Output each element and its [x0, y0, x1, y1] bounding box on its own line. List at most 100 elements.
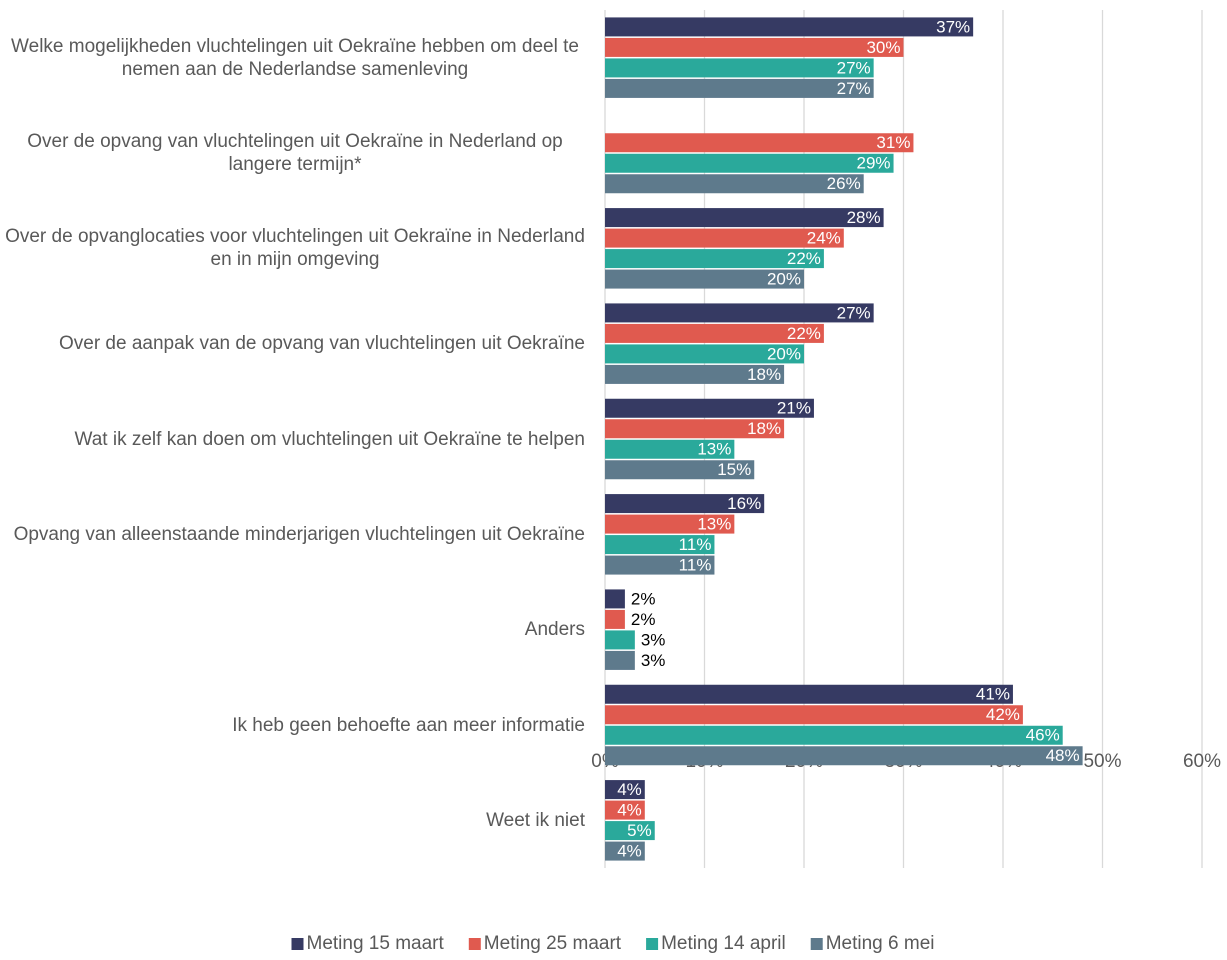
- data-label: 3%: [641, 630, 666, 649]
- bar: [605, 17, 974, 37]
- bar: [605, 303, 874, 323]
- data-label: 22%: [787, 324, 821, 343]
- legend-label: Meting 14 april: [661, 933, 786, 954]
- data-label: 31%: [876, 133, 910, 152]
- data-label: 48%: [1046, 746, 1080, 765]
- data-label: 37%: [936, 17, 970, 36]
- bar: [605, 800, 645, 820]
- x-tick-label: 60%: [1183, 751, 1221, 772]
- legend-swatch: [646, 938, 659, 950]
- bar: [605, 746, 1083, 766]
- category-text: Anders: [524, 619, 585, 641]
- category-text: Opvang van alleenstaande minderjarigen v…: [13, 523, 585, 545]
- bar: [605, 153, 894, 173]
- category-label: Welke mogelijkheden vluchtelingen uit Oe…: [0, 18, 585, 98]
- bar: [605, 460, 755, 480]
- data-label: 41%: [976, 685, 1010, 704]
- data-label: 46%: [1026, 726, 1060, 745]
- data-label: 27%: [837, 303, 871, 322]
- bar: [605, 630, 635, 650]
- bar: [605, 323, 824, 343]
- data-label: 21%: [777, 399, 811, 418]
- category-label: Over de opvanglocaties voor vluchtelinge…: [0, 208, 585, 288]
- category-text: Ik heb geen behoefte aan meer informatie: [232, 714, 585, 736]
- bar: [605, 535, 715, 555]
- data-label: 20%: [767, 270, 801, 289]
- data-label: 18%: [747, 419, 781, 438]
- legend-label: Meting 25 maart: [484, 933, 622, 954]
- bar: [605, 344, 804, 364]
- bar: [605, 821, 655, 841]
- x-tick-label: 50%: [1083, 751, 1121, 772]
- bar: [605, 494, 765, 514]
- legend-label: Meting 15 maart: [307, 933, 445, 954]
- bar: [605, 208, 884, 228]
- bar: [605, 609, 625, 629]
- data-label: 13%: [697, 440, 731, 459]
- data-label: 28%: [847, 208, 881, 227]
- bar: [605, 419, 785, 439]
- category-text: Over de aanpak van de opvang van vluchte…: [58, 333, 585, 355]
- data-label: 4%: [617, 842, 642, 861]
- bar: [605, 249, 824, 269]
- bar: [605, 650, 635, 670]
- category-text: Wat ik zelf kan doen om vluchtelingen ui…: [74, 428, 585, 450]
- data-label: 2%: [631, 610, 656, 629]
- data-label: 20%: [767, 344, 801, 363]
- bar: [605, 514, 735, 534]
- category-text: Over de opvang van vluchtelingen uit Oek…: [27, 131, 563, 175]
- data-label: 26%: [827, 174, 861, 193]
- bar: [605, 684, 1013, 704]
- category-label: Anders: [0, 590, 585, 670]
- bar: [605, 841, 645, 861]
- category-label: Over de aanpak van de opvang van vluchte…: [0, 304, 585, 384]
- data-label: 2%: [631, 589, 656, 608]
- bar: [605, 174, 864, 194]
- data-label: 27%: [837, 58, 871, 77]
- data-label: 3%: [641, 651, 666, 670]
- data-label: 29%: [857, 154, 891, 173]
- legend-label: Meting 6 mei: [826, 933, 935, 954]
- bar: [605, 133, 914, 153]
- data-label: 13%: [697, 515, 731, 534]
- data-label: 18%: [747, 365, 781, 384]
- bar: [605, 705, 1023, 725]
- bar: [605, 439, 735, 459]
- legend-swatch: [468, 938, 481, 950]
- category-label: Weet ik niet: [0, 780, 585, 860]
- data-label: 42%: [986, 705, 1020, 724]
- legend-swatch: [810, 938, 823, 950]
- bar: [605, 228, 844, 248]
- data-label: 30%: [866, 38, 900, 57]
- bar: [605, 78, 874, 98]
- bar: [605, 780, 645, 800]
- data-label: 4%: [617, 780, 642, 799]
- category-label: Wat ik zelf kan doen om vluchtelingen ui…: [0, 399, 585, 479]
- category-text: Weet ik niet: [486, 809, 585, 831]
- category-text: Over de opvanglocaties voor vluchtelinge…: [5, 226, 585, 271]
- legend-swatch: [291, 938, 304, 950]
- category-label: Over de opvang van vluchtelingen uit Oek…: [0, 113, 585, 193]
- data-label: 11%: [679, 556, 712, 575]
- bar: [605, 398, 814, 418]
- bar: [605, 555, 715, 575]
- bar: [605, 269, 804, 289]
- data-label: 22%: [787, 249, 821, 268]
- bar: [605, 58, 874, 78]
- data-label: 15%: [717, 460, 751, 479]
- data-label: 16%: [727, 494, 761, 513]
- category-text: Welke mogelijkheden vluchtelingen uit Oe…: [11, 35, 579, 80]
- bar: [605, 364, 785, 384]
- bar: [605, 37, 904, 57]
- data-label: 11%: [679, 535, 712, 554]
- bar: [605, 725, 1063, 745]
- bar: [605, 589, 625, 609]
- data-label: 27%: [837, 79, 871, 98]
- category-label: Ik heb geen behoefte aan meer informatie: [0, 685, 585, 765]
- data-label: 5%: [627, 821, 652, 840]
- data-label: 4%: [617, 801, 642, 820]
- data-label: 24%: [807, 229, 841, 248]
- category-label: Opvang van alleenstaande minderjarigen v…: [0, 494, 585, 574]
